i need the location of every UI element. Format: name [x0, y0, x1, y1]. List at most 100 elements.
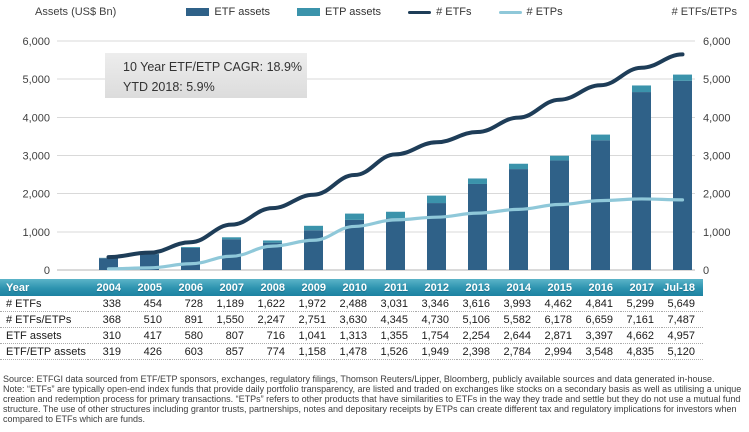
table-cell: 1,189: [211, 296, 252, 312]
etp-assets-bar: [673, 74, 692, 81]
year-column-header: 2016: [580, 279, 621, 296]
etf-assets-bar: [181, 247, 200, 270]
etf-assets-bar: [263, 242, 282, 270]
table-cell: 807: [211, 327, 252, 344]
table-cell: 417: [129, 327, 170, 344]
right-axis-title: # ETFs/ETPs: [671, 6, 737, 18]
legend-label: ETP assets: [325, 6, 382, 18]
table-cell: 338: [88, 296, 129, 312]
table-cell: 2,871: [539, 327, 580, 344]
table-cell: 2,994: [539, 343, 580, 360]
table-cell: 7,487: [662, 311, 703, 328]
etf-assets-bar: [140, 254, 159, 270]
table-cell: 454: [129, 296, 170, 312]
year-column-header: 2015: [539, 279, 580, 296]
table-cell: 5,299: [621, 296, 662, 312]
table-cell: 3,397: [580, 327, 621, 344]
table-cell: 1,622: [252, 296, 293, 312]
etp-assets-bar: [550, 155, 569, 161]
table-cell: 510: [129, 311, 170, 328]
row-label: # ETFs/ETPs: [0, 311, 88, 328]
row-label: ETF/ETP assets: [0, 343, 88, 360]
etp-assets-bar: [222, 237, 241, 240]
table-cell: 4,835: [621, 343, 662, 360]
year-column-header: 2007: [211, 279, 252, 296]
left-axis-tick: 1,000: [22, 227, 50, 239]
cagr-text: 10 Year ETF/ETP CAGR: 18.9%: [123, 60, 303, 74]
table-cell: 2,247: [252, 311, 293, 328]
table-cell: 1,754: [416, 327, 457, 344]
etf-assets-bar: [386, 218, 405, 270]
table-cell: 310: [88, 327, 129, 344]
table-cell: 5,649: [662, 296, 703, 312]
table-row: ETF/ETP assets 319 426 603 857 774 1,158 1,478 1…: [0, 343, 703, 360]
table-cell: 891: [170, 311, 211, 328]
year-column-header: 2005: [129, 279, 170, 296]
legend-label: ETF assets: [214, 6, 271, 18]
table-cell: 2,784: [498, 343, 539, 360]
etf-assets-bar: [427, 203, 446, 270]
line-swatch-icon: [408, 10, 432, 14]
left-axis-tick: 2,000: [22, 189, 50, 201]
table-cell: 2,398: [457, 343, 498, 360]
cagr-annotation: 10 Year ETF/ETP CAGR: 18.9% YTD 2018: 5.…: [105, 53, 307, 98]
year-column-header: 2017: [621, 279, 662, 296]
table-cell: 1,041: [293, 327, 334, 344]
table-cell: 3,993: [498, 296, 539, 312]
etf-assets-bar: [468, 183, 487, 270]
etp-assets-bar: [181, 246, 200, 248]
table-cell: 1,355: [375, 327, 416, 344]
table-cell: 4,957: [662, 327, 703, 344]
bar-swatch-icon: [186, 8, 210, 16]
left-axis-tick: 0: [44, 265, 50, 277]
right-axis-tick: 4,000: [703, 112, 731, 124]
table-cell: 2,751: [293, 311, 334, 328]
year-column-header: 2011: [375, 279, 416, 296]
chart-legend: ETF assets ETP assets # ETFs # ETPs: [0, 6, 749, 18]
table-cell: 716: [252, 327, 293, 344]
etf-assets-bar: [304, 230, 323, 270]
year-column-header: 2009: [293, 279, 334, 296]
table-cell: 6,178: [539, 311, 580, 328]
table-row: ETF assets 310 417 580 807 716 1,041 1,313 1,355…: [0, 327, 703, 344]
table-cell: 368: [88, 311, 129, 328]
right-axis-tick: 2,000: [703, 189, 731, 201]
etf-assets-bar: [550, 160, 569, 270]
table-cell: 1,526: [375, 343, 416, 360]
table-cell: 2,644: [498, 327, 539, 344]
etp-assets-bar: [345, 213, 364, 220]
table-cell: 580: [170, 327, 211, 344]
right-axis-tick: 6,000: [703, 36, 731, 48]
table-row: # ETFs 338 454 728 1,189 1,622 1,972 2,488 3,031…: [0, 296, 703, 312]
definition-note: Note: “ETFs” are typically open-end inde…: [3, 384, 742, 424]
etp-assets-bar: [304, 225, 323, 231]
table-cell: 857: [211, 343, 252, 360]
etf-assets-bar: [509, 169, 528, 270]
table-cell: 1,313: [334, 327, 375, 344]
year-column-header: 2006: [170, 279, 211, 296]
etp-assets-bar: [386, 211, 405, 219]
table-cell: 3,548: [580, 343, 621, 360]
legend-item-etf-assets: ETF assets: [186, 6, 270, 18]
right-axis-tick: 3,000: [703, 151, 731, 163]
table-cell: 4,462: [539, 296, 580, 312]
chart-header: Assets (US$ Bn) ETF assets ETP assets # ET…: [0, 0, 749, 26]
table-cell: 774: [252, 343, 293, 360]
year-column-header: 2012: [416, 279, 457, 296]
table-cell: 5,106: [457, 311, 498, 328]
year-column-header: 2014: [498, 279, 539, 296]
table-cell: 3,630: [334, 311, 375, 328]
table-cell: 2,488: [334, 296, 375, 312]
table-cell: 1,949: [416, 343, 457, 360]
table-header-row: Year 2004 2005 2006 2007 2008 2009 2010 2011 2012…: [0, 279, 703, 296]
table-cell: 4,841: [580, 296, 621, 312]
footnotes: Source: ETFGI data sourced from ETF/ETP …: [0, 374, 749, 424]
table-cell: 4,345: [375, 311, 416, 328]
row-label: ETF assets: [0, 327, 88, 344]
right-axis-tick: 5,000: [703, 74, 731, 86]
table-cell: 7,161: [621, 311, 662, 328]
table-cell: 1,158: [293, 343, 334, 360]
table-cell: 2,254: [457, 327, 498, 344]
etp-assets-bar: [427, 195, 446, 204]
right-axis-tick: 0: [703, 265, 709, 277]
